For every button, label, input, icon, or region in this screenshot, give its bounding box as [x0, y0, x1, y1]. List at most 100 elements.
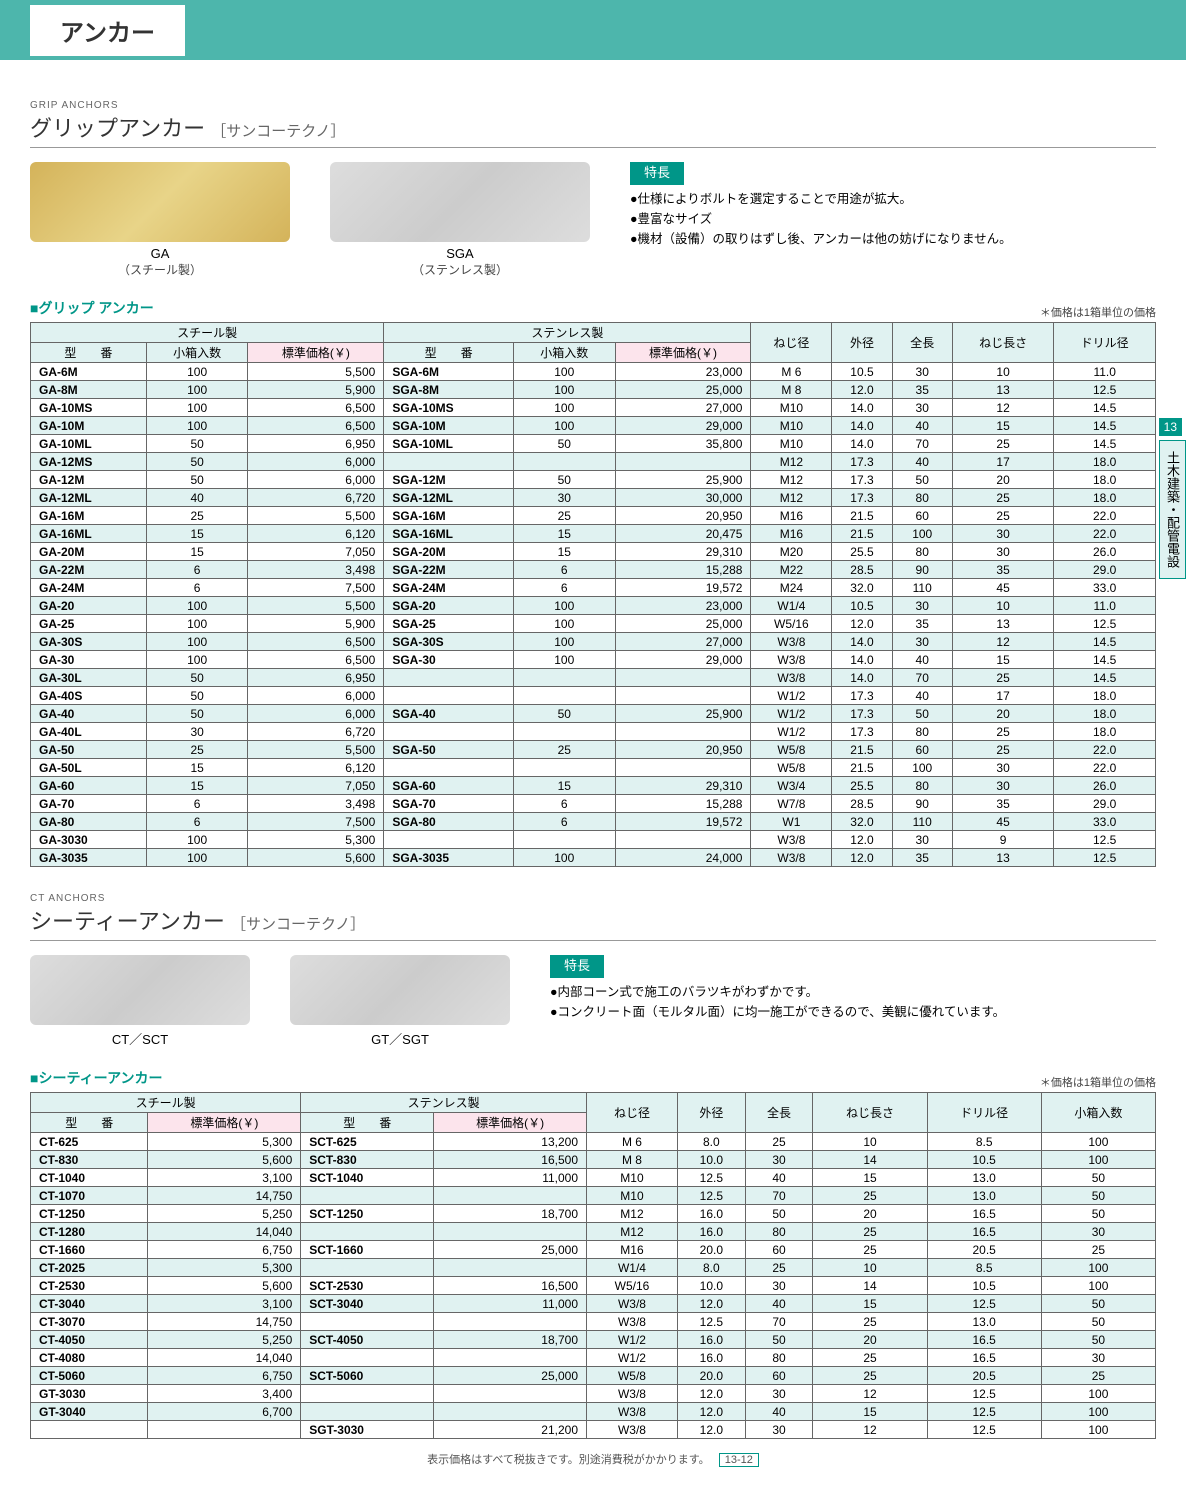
table-row: GA-30L506,950W3/814.0702514.5 — [31, 669, 1156, 687]
table-cell: 12.5 — [1054, 615, 1156, 633]
th-drill: ドリル径 — [1054, 323, 1156, 363]
table-cell: M12 — [587, 1205, 678, 1223]
th-od: 外径 — [832, 323, 892, 363]
table-cell: W3/4 — [751, 777, 832, 795]
th-stainless: ステンレス製 — [384, 323, 751, 343]
table-cell: 50 — [146, 435, 248, 453]
table-cell: 8.5 — [927, 1133, 1041, 1151]
table-row: GA-20M157,050SGA-20M1529,310M2025.580302… — [31, 543, 1156, 561]
table-cell: 100 — [146, 651, 248, 669]
table-cell: 12.0 — [677, 1421, 745, 1439]
table-cell: W1/2 — [587, 1331, 678, 1349]
grip-anchor-table: スチール製 ステンレス製 ねじ径 外径 全長 ねじ長さ ドリル径 型 番 小箱入… — [30, 322, 1156, 867]
grip-feat-0: ●仕様によりボルトを選定することで用途が拡大。 — [630, 189, 1156, 209]
table-cell: SCT-1250 — [301, 1205, 434, 1223]
table-cell: 60 — [745, 1367, 813, 1385]
table-cell: 14.5 — [1054, 633, 1156, 651]
table-cell — [615, 831, 751, 849]
table-cell: M12 — [751, 453, 832, 471]
table-cell: 11.0 — [1054, 597, 1156, 615]
table-cell: M16 — [751, 525, 832, 543]
table-cell — [148, 1421, 301, 1439]
table-cell: GA-12M — [31, 471, 147, 489]
table-cell: W1/2 — [751, 687, 832, 705]
th-price1: 標準価格(￥) — [248, 343, 384, 363]
table-row: CT-25305,600SCT-253016,500W5/1610.030141… — [31, 1277, 1156, 1295]
table-cell: 8.0 — [677, 1133, 745, 1151]
table-cell: 12.0 — [677, 1295, 745, 1313]
table-cell: 80 — [745, 1223, 813, 1241]
ct-th-thread-len: ねじ長さ — [813, 1093, 927, 1133]
table-cell — [384, 831, 514, 849]
table-cell: W5/16 — [751, 615, 832, 633]
ct-img2-cap: GT／SGT — [290, 1029, 510, 1048]
table-cell: 10 — [952, 597, 1054, 615]
page-number: 13-12 — [719, 1453, 759, 1467]
table-cell: 14.0 — [832, 633, 892, 651]
table-cell: 100 — [892, 759, 952, 777]
table-cell: 18.0 — [1054, 453, 1156, 471]
table-cell: 25 — [813, 1349, 927, 1367]
table-cell: GA-12MS — [31, 453, 147, 471]
table-cell: SGT-3030 — [301, 1421, 434, 1439]
table-cell: 60 — [745, 1241, 813, 1259]
table-cell: 21.5 — [832, 525, 892, 543]
table-cell — [434, 1187, 587, 1205]
table-cell: 15 — [146, 525, 248, 543]
grip-section-title: グリップアンカー ［サンコーテクノ］ — [30, 111, 1156, 148]
table-row: CT-307014,750W3/812.5702513.050 — [31, 1313, 1156, 1331]
table-cell: 12.5 — [677, 1187, 745, 1205]
table-cell — [301, 1223, 434, 1241]
table-cell: 7,500 — [248, 813, 384, 831]
table-cell: 100 — [1041, 1385, 1155, 1403]
table-cell: 5,900 — [248, 381, 384, 399]
table-cell: SGA-80 — [384, 813, 514, 831]
table-row: GA-22M63,498SGA-22M615,288M2228.5903529.… — [31, 561, 1156, 579]
table-cell: 100 — [146, 633, 248, 651]
th-steel: スチール製 — [31, 323, 384, 343]
table-cell: 70 — [745, 1187, 813, 1205]
table-cell: W3/8 — [751, 849, 832, 867]
table-cell: 6,500 — [248, 633, 384, 651]
table-cell: 5,300 — [248, 831, 384, 849]
table-cell: 5,250 — [148, 1205, 301, 1223]
table-cell: 3,100 — [148, 1295, 301, 1313]
table-row: GA-8M1005,900SGA-8M10025,000M 812.035131… — [31, 381, 1156, 399]
table-cell: 100 — [1041, 1151, 1155, 1169]
table-cell: GA-50L — [31, 759, 147, 777]
table-cell: CT-1040 — [31, 1169, 148, 1187]
table-cell: GA-24M — [31, 579, 147, 597]
table-cell — [301, 1313, 434, 1331]
table-cell: 12.0 — [832, 381, 892, 399]
page-title: アンカー — [30, 5, 185, 56]
table-cell: 22.0 — [1054, 507, 1156, 525]
table-cell: 40 — [892, 417, 952, 435]
table-row: GA-40S506,000W1/217.3401718.0 — [31, 687, 1156, 705]
table-cell: SCT-3040 — [301, 1295, 434, 1313]
table-cell: GA-3035 — [31, 849, 147, 867]
table-cell: M10 — [751, 399, 832, 417]
table-cell: 6,120 — [248, 525, 384, 543]
table-cell: SGA-30S — [384, 633, 514, 651]
table-cell: 6,000 — [248, 453, 384, 471]
table-row: CT-10403,100SCT-104011,000M1012.5401513.… — [31, 1169, 1156, 1187]
table-cell: 100 — [146, 849, 248, 867]
table-cell: GA-8M — [31, 381, 147, 399]
table-cell: 16.0 — [677, 1331, 745, 1349]
table-cell: 18.0 — [1054, 723, 1156, 741]
table-cell: 12 — [813, 1385, 927, 1403]
anchor-ct-image — [30, 955, 250, 1025]
table-cell: 30,000 — [615, 489, 751, 507]
table-cell: M20 — [751, 543, 832, 561]
table-cell: 29,000 — [615, 651, 751, 669]
table-cell: 33.0 — [1054, 579, 1156, 597]
table-cell: 30 — [952, 759, 1054, 777]
table-cell: M10 — [751, 435, 832, 453]
table-cell: 6,950 — [248, 435, 384, 453]
table-cell: 6,000 — [248, 471, 384, 489]
table-row: GA-12M506,000SGA-12M5025,900M1217.350201… — [31, 471, 1156, 489]
table-cell: 40 — [745, 1169, 813, 1187]
table-cell: M24 — [751, 579, 832, 597]
table-row: GA-50255,500SGA-502520,950W5/821.5602522… — [31, 741, 1156, 759]
ct-th-model1: 型 番 — [31, 1113, 148, 1133]
